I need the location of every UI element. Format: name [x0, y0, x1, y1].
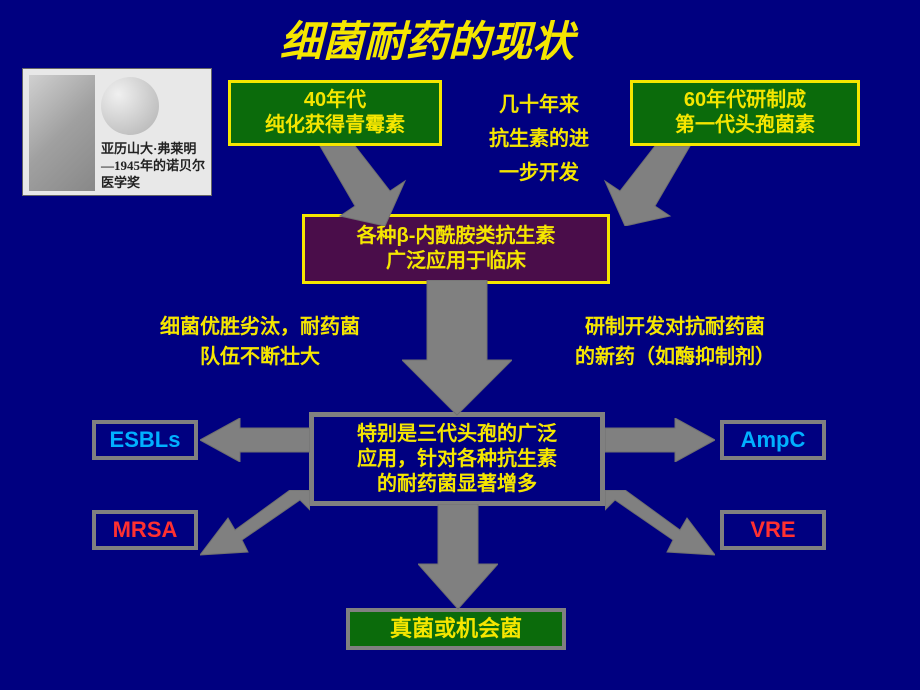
box-fungi: 真菌或机会菌	[346, 608, 566, 650]
portrait-image	[29, 75, 95, 191]
arrow-b4-to-ampc	[605, 418, 715, 462]
portrait-card: 亚历山大·弗莱明—1945年的诺贝尔医学奖	[22, 68, 212, 196]
box-60s-cephalosporin: 60年代研制成第一代头孢菌素	[630, 80, 860, 146]
slide-title: 细菌耐药的现状	[280, 8, 574, 69]
desc-resistance: 细菌优胜劣汰，耐药菌队伍不断壮大	[130, 312, 390, 372]
arrow-b4-to-mrsa	[200, 490, 310, 560]
arrow-b2-to-b3	[590, 146, 710, 226]
medal-image	[101, 77, 159, 135]
arrow-b3-to-b4	[402, 280, 512, 416]
desc-new-drug: 研制开发对抗耐药菌的新药（如酶抑制剂）	[540, 312, 810, 372]
arrow-b4-to-vre	[605, 490, 715, 560]
box-esbls: ESBLs	[92, 420, 198, 460]
box-40s-penicillin: 40年代纯化获得青霉素	[228, 80, 442, 146]
box-3rd-gen-ceph: 特别是三代头孢的广泛应用，针对各种抗生素的耐药菌显著增多	[309, 412, 605, 506]
box-ampc: AmpC	[720, 420, 826, 460]
arrow-b4-to-fungi	[418, 504, 498, 610]
arrow-b4-to-esbls	[200, 418, 310, 462]
box-mrsa: MRSA	[92, 510, 198, 550]
arrow-b1-to-b3	[300, 146, 420, 226]
box-vre: VRE	[720, 510, 826, 550]
portrait-caption: 亚历山大·弗莱明—1945年的诺贝尔医学奖	[101, 141, 209, 192]
